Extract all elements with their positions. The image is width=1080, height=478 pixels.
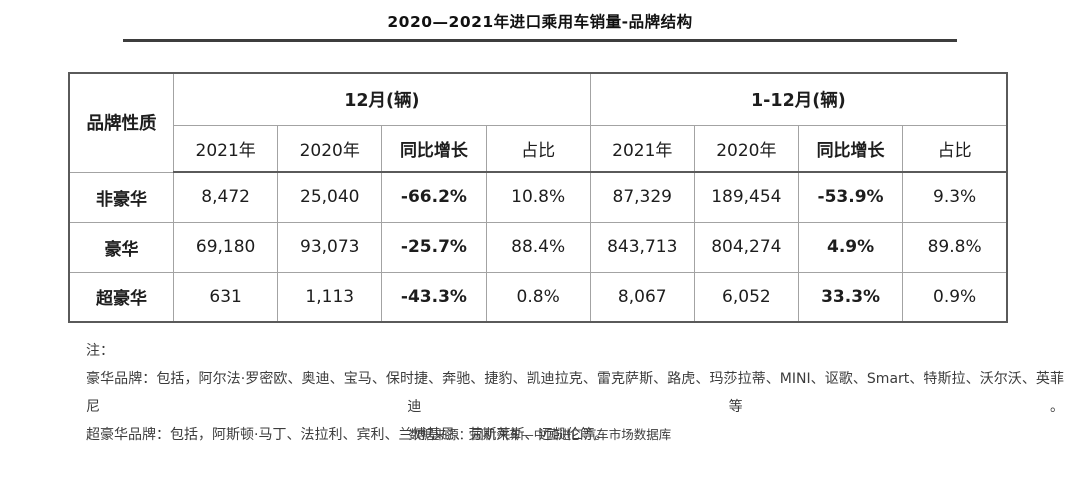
data-source-caption: 数据来源：国机汽车—中国进口汽车市场数据库 — [408, 427, 672, 442]
table-sub-header-row: 2021年 2020年 同比增长 占比 2021年 2020年 同比增长 占比 — [69, 124, 1008, 173]
notes-block: 注： 豪华品牌：包括，阿尔法·罗密欧、奥迪、宝马、保时捷、奔驰、捷豹、凯迪拉克、… — [86, 337, 1064, 449]
page-title: 2020—2021年进口乘用车销量-品牌结构 — [387, 13, 693, 31]
table-row-super-luxury: 超豪华 631 1,113 -43.3% 0.8% 8,067 6,052 33… — [68, 271, 1008, 323]
cell-value: 87,329 — [589, 171, 695, 223]
column-header-ytd-2020: 2020年 — [693, 124, 799, 173]
cell-value: 6,052 — [693, 271, 799, 323]
row-label: 非豪华 — [68, 171, 175, 223]
cell-value: 8,067 — [589, 271, 695, 323]
column-header-ytd-2021: 2021年 — [589, 124, 695, 173]
table-row-luxury: 豪华 69,180 93,073 -25.7% 88.4% 843,713 80… — [68, 221, 1008, 273]
column-header-dec-2021: 2021年 — [173, 124, 279, 173]
title-underline — [123, 39, 957, 42]
cell-value: 804,274 — [693, 221, 799, 273]
cell-value: 69,180 — [173, 221, 279, 273]
cell-growth-value: -43.3% — [381, 271, 487, 323]
column-header-dec-share: 占比 — [485, 124, 591, 173]
cell-growth-value: -25.7% — [381, 221, 487, 273]
note-luxury-brands: 豪华品牌：包括，阿尔法·罗密欧、奥迪、宝马、保时捷、奔驰、捷豹、凯迪拉克、雷克萨… — [86, 371, 1064, 415]
cell-value: 93,073 — [277, 221, 383, 273]
cell-value: 189,454 — [693, 171, 799, 223]
cell-value: 0.8% — [485, 271, 591, 323]
cell-growth-value: 4.9% — [797, 221, 904, 273]
cell-value: 0.9% — [902, 271, 1008, 323]
column-group-december: 12月(辆) — [173, 72, 591, 126]
cell-growth-value: -66.2% — [381, 171, 487, 223]
sales-table: 品牌性质 12月(辆) 1-12月(辆) 2021年 2020年 同比增长 占比… — [68, 72, 1008, 323]
cell-value: 843,713 — [589, 221, 695, 273]
cell-value: 89.8% — [902, 221, 1008, 273]
cell-value: 88.4% — [485, 221, 591, 273]
row-label: 豪华 — [68, 221, 175, 273]
column-header-dec-yoy-growth: 同比增长 — [381, 124, 487, 173]
notes-label: 注： — [86, 343, 114, 359]
note-super-luxury-brands: 超豪华品牌：包括，阿斯顿·马丁、法拉利、宾利、兰博基尼、劳斯莱斯、迈凯伦等。 — [86, 427, 609, 443]
cell-value: 1,113 — [277, 271, 383, 323]
row-label: 超豪华 — [68, 271, 175, 323]
column-header-brand-nature: 品牌性质 — [68, 72, 175, 173]
cell-value: 10.8% — [485, 171, 591, 223]
cell-value: 9.3% — [902, 171, 1008, 223]
table-row-non-luxury: 非豪华 8,472 25,040 -66.2% 10.8% 87,329 189… — [68, 171, 1008, 223]
cell-value: 631 — [173, 271, 279, 323]
cell-growth-value: -53.9% — [797, 171, 904, 223]
column-header-ytd-share: 占比 — [902, 124, 1008, 173]
column-group-full-year: 1-12月(辆) — [589, 72, 1008, 126]
cell-value: 8,472 — [173, 171, 279, 223]
sales-table-container: 品牌性质 12月(辆) 1-12月(辆) 2021年 2020年 同比增长 占比… — [68, 72, 1008, 323]
column-header-dec-2020: 2020年 — [277, 124, 383, 173]
cell-growth-value: 33.3% — [797, 271, 904, 323]
cell-value: 25,040 — [277, 171, 383, 223]
column-header-ytd-yoy-growth: 同比增长 — [797, 124, 904, 173]
table-group-header-row: 品牌性质 12月(辆) 1-12月(辆) — [68, 72, 1008, 173]
